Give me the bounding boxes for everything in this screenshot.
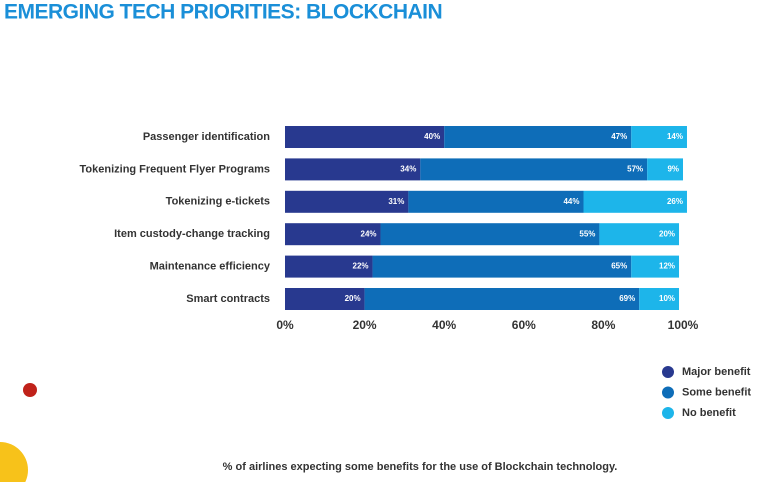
bar-segment	[285, 255, 373, 278]
caption: % of airlines expecting some benefits fo…	[223, 461, 618, 473]
x-tick-label: 80%	[591, 318, 615, 332]
value-label: 24%	[361, 229, 377, 238]
value-label: 34%	[400, 165, 416, 174]
value-label: 57%	[627, 165, 643, 174]
bar-segment	[372, 255, 632, 278]
chart-title: EMERGING TECH PRIORITIES: BLOCKCHAIN	[4, 1, 442, 24]
category-label: Smart contracts	[186, 293, 270, 305]
legend-label: No benefit	[682, 407, 736, 419]
bar-segment	[631, 255, 680, 278]
value-label: 20%	[345, 294, 361, 303]
bar-segment	[420, 158, 648, 181]
bar-segment	[408, 190, 584, 213]
x-tick-label: 0%	[276, 318, 294, 332]
value-label: 20%	[659, 229, 675, 238]
value-label: 26%	[667, 197, 683, 206]
value-label: 22%	[353, 262, 369, 271]
value-label: 55%	[579, 229, 595, 238]
value-label: 47%	[611, 132, 627, 141]
bar-segment	[285, 223, 381, 246]
bar-segment	[639, 288, 680, 310]
value-label: 12%	[659, 262, 675, 271]
bar-segment	[583, 190, 687, 213]
category-label: Item custody-change tracking	[114, 228, 270, 240]
category-label: Tokenizing e-tickets	[166, 196, 270, 208]
legend-marker	[662, 386, 674, 399]
value-label: 14%	[667, 132, 683, 141]
bar-segment	[444, 126, 632, 148]
x-tick-label: 100%	[668, 318, 699, 332]
legend-label: Major benefit	[682, 366, 751, 378]
legend-marker	[662, 407, 674, 419]
value-label: 65%	[611, 262, 627, 271]
x-tick-label: 40%	[432, 318, 456, 332]
bar-segment	[647, 158, 683, 181]
bar-segment	[285, 126, 445, 148]
category-label: Maintenance efficiency	[150, 261, 271, 273]
bar-segment	[285, 288, 365, 310]
category-label: Tokenizing Frequent Flyer Programs	[80, 163, 271, 175]
value-label: 40%	[424, 132, 440, 141]
bar-segment	[599, 223, 680, 246]
x-tick-label: 60%	[512, 318, 536, 332]
value-label: 31%	[388, 197, 404, 206]
value-label: 69%	[619, 294, 635, 303]
x-tick-label: 20%	[353, 318, 377, 332]
decoration-ball	[0, 442, 28, 487]
bar-segment	[380, 223, 600, 246]
value-label: 10%	[659, 294, 675, 303]
legend-label: Some benefit	[682, 386, 751, 398]
category-label: Passenger identification	[143, 131, 270, 143]
value-label: 44%	[563, 197, 579, 206]
legend-marker	[662, 366, 674, 378]
bar-segment	[285, 190, 409, 213]
bar-segment	[364, 288, 640, 310]
value-label: 9%	[667, 165, 679, 174]
decoration-dot	[23, 383, 37, 397]
bar-segment	[285, 158, 421, 181]
bar-segment	[631, 126, 687, 148]
